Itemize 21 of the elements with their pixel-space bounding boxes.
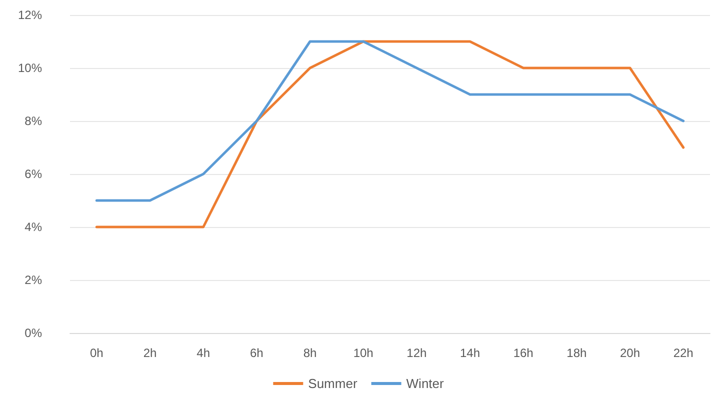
y-tick-label: 8% xyxy=(24,114,42,128)
x-tick-label: 10h xyxy=(353,346,374,360)
legend-label: Winter xyxy=(406,376,445,391)
y-tick-label: 6% xyxy=(24,167,42,181)
x-tick-label: 0h xyxy=(90,346,104,360)
x-tick-label: 18h xyxy=(566,346,587,360)
x-tick-label: 8h xyxy=(303,346,317,360)
x-tick-label: 22h xyxy=(673,346,694,360)
y-tick-label: 12% xyxy=(18,8,42,22)
x-tick-label: 6h xyxy=(250,346,264,360)
legend-label: Summer xyxy=(308,376,358,391)
y-tick-label: 2% xyxy=(24,273,42,287)
x-tick-label: 14h xyxy=(460,346,480,360)
x-tick-label: 2h xyxy=(143,346,157,360)
y-tick-label: 10% xyxy=(18,61,42,75)
y-tick-label: 0% xyxy=(24,326,42,340)
x-tick-label: 4h xyxy=(196,346,210,360)
x-tick-label: 12h xyxy=(406,346,427,360)
x-tick-label: 16h xyxy=(513,346,534,360)
x-tick-label: 20h xyxy=(620,346,640,360)
y-tick-label: 4% xyxy=(24,220,42,234)
